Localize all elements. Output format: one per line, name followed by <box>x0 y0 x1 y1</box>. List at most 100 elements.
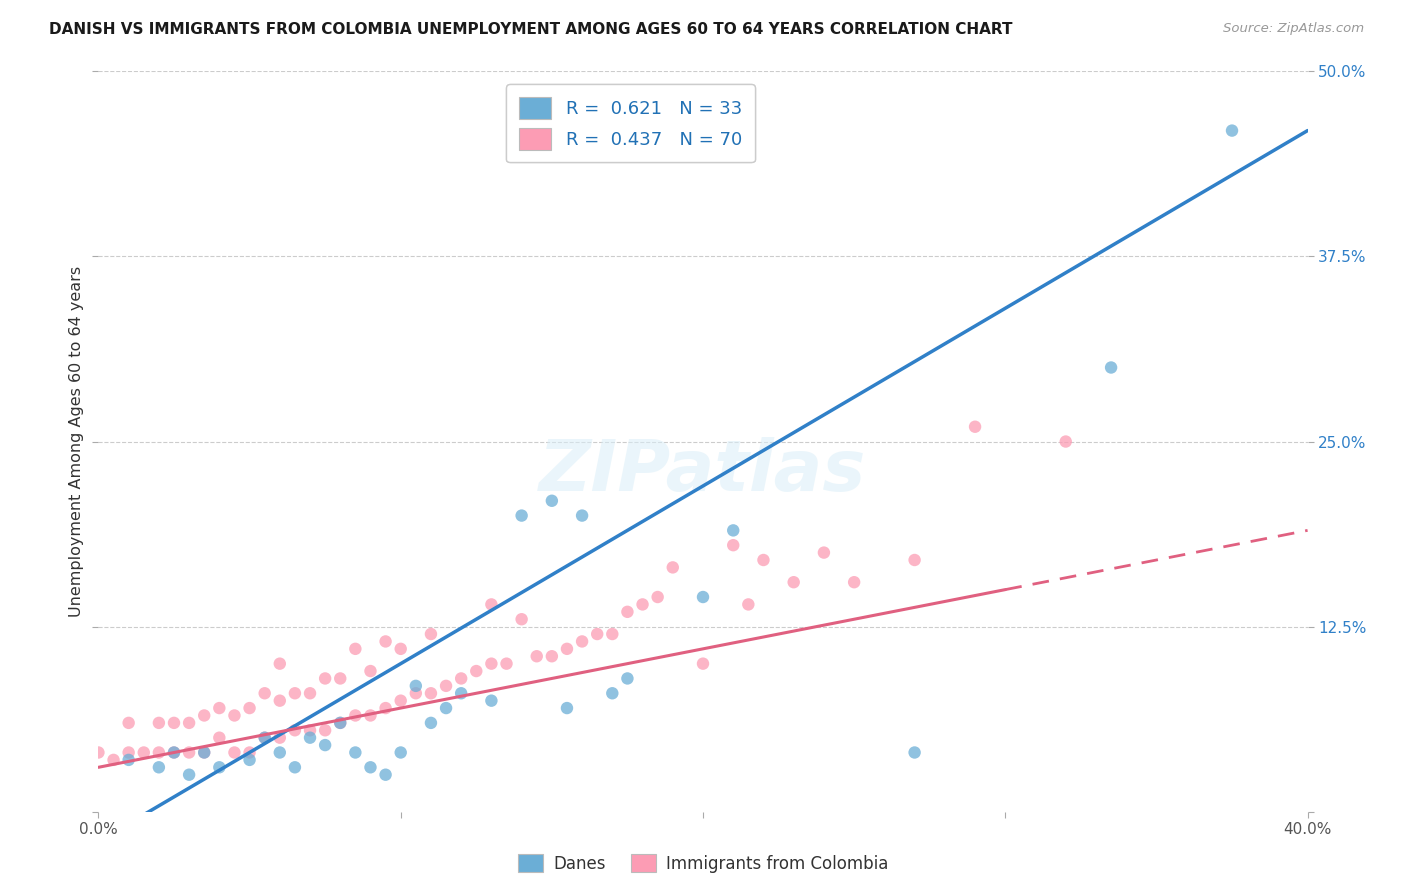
Point <box>163 746 186 760</box>
Point <box>510 508 533 523</box>
Point <box>481 694 503 708</box>
Point <box>904 553 927 567</box>
Point <box>299 686 322 700</box>
Point <box>193 746 215 760</box>
Point <box>284 723 307 738</box>
Point <box>571 508 593 523</box>
Point <box>495 657 517 671</box>
Point <box>118 715 141 730</box>
Point <box>450 686 472 700</box>
Point <box>616 605 638 619</box>
Point <box>103 753 125 767</box>
Text: ZIPatlas: ZIPatlas <box>540 437 866 506</box>
Point <box>208 731 231 745</box>
Point <box>692 657 714 671</box>
Point <box>465 664 488 678</box>
Point <box>1099 360 1122 375</box>
Point <box>179 767 201 781</box>
Point <box>269 657 291 671</box>
Point <box>314 672 336 686</box>
Point <box>904 746 927 760</box>
Point <box>239 753 262 767</box>
Point <box>374 634 396 648</box>
Point <box>420 627 443 641</box>
Point <box>571 634 593 648</box>
Point <box>420 715 443 730</box>
Point <box>87 746 110 760</box>
Point <box>405 679 427 693</box>
Point <box>193 708 215 723</box>
Point <box>752 553 775 567</box>
Point <box>723 524 745 538</box>
Point <box>389 746 412 760</box>
Point <box>118 746 141 760</box>
Point <box>360 760 382 774</box>
Point <box>284 686 307 700</box>
Point <box>389 694 412 708</box>
Point <box>481 657 503 671</box>
Point <box>253 731 276 745</box>
Legend: R =  0.621   N = 33, R =  0.437   N = 70: R = 0.621 N = 33, R = 0.437 N = 70 <box>506 84 755 162</box>
Point <box>224 708 246 723</box>
Point <box>813 546 835 560</box>
Point <box>314 738 336 752</box>
Point <box>586 627 609 641</box>
Point <box>344 708 367 723</box>
Point <box>344 746 367 760</box>
Point <box>661 560 683 574</box>
Point <box>434 679 457 693</box>
Point <box>269 746 291 760</box>
Point <box>284 760 307 774</box>
Point <box>193 746 215 760</box>
Point <box>526 649 548 664</box>
Point <box>360 664 382 678</box>
Point <box>253 686 276 700</box>
Point <box>723 538 745 552</box>
Point <box>148 760 170 774</box>
Point <box>224 746 246 760</box>
Point <box>647 590 669 604</box>
Point <box>163 746 186 760</box>
Point <box>208 701 231 715</box>
Point <box>179 715 201 730</box>
Point <box>555 641 578 656</box>
Point <box>405 686 427 700</box>
Point <box>1220 123 1243 137</box>
Point <box>148 746 170 760</box>
Point <box>434 701 457 715</box>
Point <box>510 612 533 626</box>
Point <box>329 672 352 686</box>
Point <box>148 715 170 730</box>
Point <box>314 723 336 738</box>
Point <box>239 701 262 715</box>
Point <box>269 694 291 708</box>
Point <box>299 723 322 738</box>
Point <box>481 598 503 612</box>
Point <box>132 746 155 760</box>
Point <box>783 575 806 590</box>
Point <box>616 672 638 686</box>
Point <box>450 672 472 686</box>
Point <box>163 715 186 730</box>
Point <box>737 598 759 612</box>
Point <box>540 493 562 508</box>
Point <box>602 686 624 700</box>
Point <box>389 641 412 656</box>
Point <box>299 731 322 745</box>
Point <box>253 731 276 745</box>
Point <box>965 419 987 434</box>
Point <box>269 731 291 745</box>
Point <box>360 708 382 723</box>
Y-axis label: Unemployment Among Ages 60 to 64 years: Unemployment Among Ages 60 to 64 years <box>69 266 84 617</box>
Point <box>555 701 578 715</box>
Point <box>692 590 714 604</box>
Point <box>329 715 352 730</box>
Point <box>118 753 141 767</box>
Point <box>844 575 866 590</box>
Legend: Danes, Immigrants from Colombia: Danes, Immigrants from Colombia <box>512 847 894 880</box>
Point <box>602 627 624 641</box>
Point <box>1054 434 1077 449</box>
Point <box>420 686 443 700</box>
Point <box>540 649 562 664</box>
Point <box>374 767 396 781</box>
